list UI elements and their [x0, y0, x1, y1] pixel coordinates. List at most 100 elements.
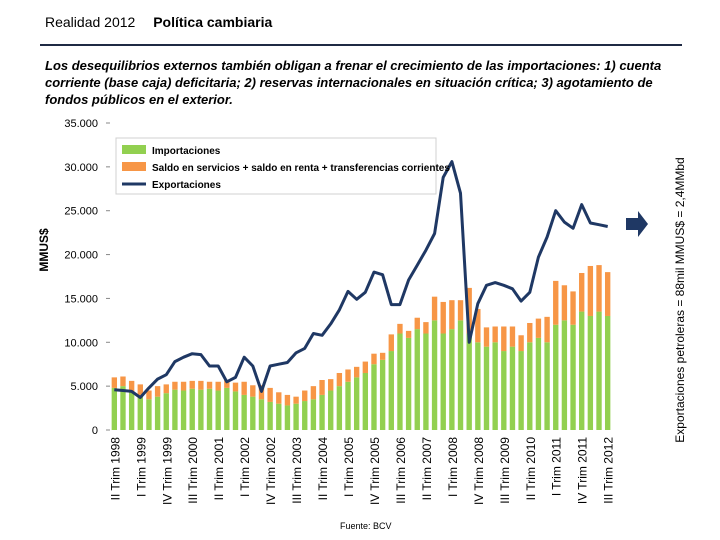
- bar-importaciones: [319, 394, 325, 430]
- bar-importaciones: [293, 403, 299, 430]
- bar-importaciones: [276, 403, 282, 430]
- bar-importaciones: [397, 333, 403, 430]
- bar-importaciones: [553, 324, 559, 430]
- bar-importaciones: [431, 320, 438, 430]
- bar-saldo-servicios: [198, 380, 204, 390]
- bar-saldo-servicios: [163, 384, 169, 394]
- bar-saldo-servicios: [154, 386, 161, 397]
- bar-saldo-servicios: [431, 296, 438, 321]
- bar-importaciones: [579, 311, 585, 430]
- slide-header: Realidad 2012 Política cambiaria: [45, 14, 272, 30]
- x-tick-label: IV Trim 2005: [368, 437, 382, 505]
- bar-saldo-servicios: [457, 300, 464, 321]
- bar-saldo-servicios: [284, 394, 291, 406]
- y-axis-label: MMUS$: [37, 228, 51, 272]
- bar-saldo-servicios: [509, 326, 516, 347]
- bar-importaciones: [206, 388, 213, 430]
- bar-importaciones: [137, 394, 143, 430]
- y-tick-label: 5.000: [70, 381, 98, 393]
- bar-saldo-servicios: [587, 265, 594, 316]
- x-tick-label: I Trim 2002: [238, 437, 252, 497]
- bar-saldo-servicios: [483, 327, 490, 347]
- bar-importaciones: [371, 364, 377, 430]
- bar-saldo-servicios: [336, 372, 343, 387]
- bar-importaciones: [535, 337, 542, 430]
- bar-importaciones: [596, 311, 602, 430]
- bar-importaciones: [492, 342, 498, 430]
- bar-saldo-servicios: [345, 369, 351, 382]
- bar-saldo-servicios: [224, 380, 230, 388]
- bar-saldo-servicios: [353, 366, 360, 378]
- bar-saldo-servicios: [137, 384, 143, 395]
- bar-saldo-servicios: [120, 376, 126, 387]
- bar-importaciones: [215, 390, 221, 430]
- bar-importaciones: [353, 377, 360, 430]
- header-title: Realidad 2012: [45, 14, 136, 30]
- bar-saldo-servicios: [302, 390, 308, 402]
- bar-importaciones: [180, 390, 187, 430]
- bar-saldo-servicios: [328, 379, 334, 391]
- x-tick-label: IV Trim 2002: [264, 437, 278, 505]
- slide-subtitle: Los desequilibrios externos también obli…: [45, 58, 662, 107]
- x-tick-label: II Trim 2010: [524, 437, 538, 501]
- bar-importaciones: [189, 388, 195, 430]
- bar-importaciones: [544, 342, 550, 430]
- x-tick-label: III Trim 2000: [186, 437, 200, 504]
- bar-saldo-servicios: [293, 396, 299, 404]
- x-tick-label: I Trim 2005: [342, 437, 356, 497]
- chart-bars: [111, 265, 611, 430]
- x-tick-label: III Trim 2006: [394, 437, 408, 504]
- bar-saldo-servicios: [405, 330, 412, 338]
- bar-importaciones: [163, 393, 169, 430]
- bar-saldo-servicios: [267, 387, 273, 402]
- bar-importaciones: [561, 320, 568, 430]
- x-tick-label: IV Trim 2008: [472, 437, 486, 505]
- bar-importaciones: [587, 315, 594, 430]
- bar-saldo-servicios: [440, 301, 446, 334]
- bar-importaciones: [475, 342, 481, 430]
- header-subtitle: Política cambiaria: [153, 14, 273, 30]
- x-tick-label: III Trim 2003: [290, 437, 304, 504]
- x-tick-label: II Trim 1998: [108, 437, 122, 501]
- y-tick-label: 20.000: [64, 250, 98, 262]
- x-axis-ticks: II Trim 1998 I Trim 1999 IV Trim 1999 III T…: [108, 437, 615, 505]
- bar-saldo-servicios: [553, 280, 559, 325]
- bar-importaciones: [483, 346, 490, 430]
- bar-saldo-servicios: [535, 318, 542, 338]
- bar-importaciones: [258, 399, 265, 430]
- bar-saldo-servicios: [371, 353, 377, 365]
- bar-importaciones: [570, 324, 576, 430]
- bar-importaciones: [120, 386, 126, 430]
- x-tick-label: II Trim 2001: [212, 437, 226, 501]
- y-tick-label: 0: [92, 425, 98, 437]
- bar-saldo-servicios: [241, 381, 247, 395]
- y-tick-label: 15.000: [64, 293, 98, 305]
- bar-saldo-servicios: [604, 272, 611, 316]
- x-tick-label: I Trim 2008: [446, 437, 460, 497]
- bar-saldo-servicios: [206, 381, 213, 389]
- bar-importaciones: [232, 391, 239, 430]
- bar-saldo-servicios: [596, 265, 602, 312]
- bar-importaciones: [345, 381, 351, 430]
- bar-importaciones: [241, 394, 247, 430]
- legend-label: Importaciones: [152, 146, 221, 157]
- bar-importaciones: [172, 389, 178, 430]
- x-tick-label: II Trim 2004: [316, 437, 330, 501]
- bar-saldo-servicios: [146, 390, 152, 400]
- bar-importaciones: [518, 351, 524, 430]
- bar-importaciones: [128, 392, 135, 430]
- x-tick-label: III Trim 2012: [602, 437, 616, 504]
- y-axis-ticks: 0 5.000 10.000 15.000 20.000 25.000 30.000 35.0…: [64, 118, 98, 437]
- bar-importaciones: [501, 351, 507, 430]
- bar-importaciones: [527, 342, 533, 430]
- bar-importaciones: [250, 396, 256, 430]
- chart-grid: [106, 122, 110, 431]
- y-tick-label: 25.000: [64, 206, 98, 218]
- y-tick-label: 35.000: [64, 118, 98, 130]
- y-tick-label: 10.000: [64, 337, 98, 349]
- side-note: Exportaciones petroleras = 88mil MMUS$ =…: [670, 140, 690, 460]
- bar-importaciones: [466, 333, 472, 430]
- bar-importaciones: [154, 396, 161, 430]
- x-tick-label: I Trim 1999: [134, 437, 148, 497]
